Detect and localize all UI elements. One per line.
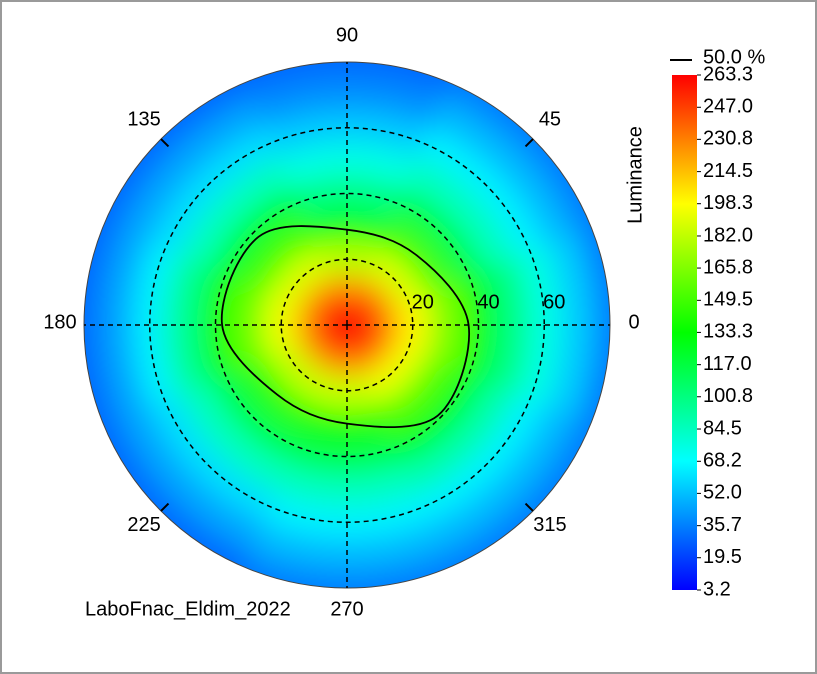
colorbar-tick-label: 19.5 (703, 546, 742, 568)
radial-tick-label: 20 (412, 291, 434, 313)
radial-grid (214, 192, 480, 458)
polar-axes: 20 40 60 0 45 90 135 180 225 270 315 (43, 24, 639, 620)
angular-tick-label: 225 (127, 514, 160, 536)
colorbar-tick-label: 68.2 (703, 450, 742, 472)
colorbar-tick-label: 198.3 (703, 192, 753, 214)
colorbar-tick-label: 100.8 (703, 385, 753, 407)
colorbar-tick-label: 165.8 (703, 256, 753, 278)
contour-line (220, 225, 471, 429)
colorbar-tick-label: 133.3 (703, 321, 753, 343)
angular-tick (524, 138, 534, 148)
angular-tick-label: 180 (43, 311, 76, 333)
colorbar-tick-label: 263.3 (703, 63, 753, 85)
radial-grid (149, 127, 545, 523)
radial-tick-label: 60 (543, 291, 565, 313)
colorbar-tick-label: 117.0 (703, 353, 752, 375)
colorbar-tick-label: 214.5 (703, 160, 753, 182)
colorbar-tick-label: 35.7 (703, 514, 742, 536)
colorbar-ticks: 263.3 247.0 230.8 214.5 198.3 182.0 165.8 149.5… (697, 63, 753, 600)
angular-tick-label: 315 (533, 514, 566, 536)
colorbar-tick-label: 230.8 (703, 128, 753, 150)
colorbar-tick-label: 247.0 (703, 96, 753, 118)
legend-label: 50.0 % (703, 46, 765, 68)
angular-tick (160, 502, 170, 512)
colorbar-tick-label: 149.5 (703, 289, 753, 311)
angular-tick-label: 90 (336, 24, 358, 46)
angular-tick-label: 135 (127, 108, 160, 130)
angular-tick (524, 502, 534, 512)
colorbar (672, 75, 697, 590)
colorbar-tick-label: 84.5 (703, 417, 742, 439)
angular-tick-label: 0 (628, 311, 639, 333)
colorbar-tick-label: 52.0 (703, 482, 742, 504)
colorbar-label: Luminance (624, 126, 646, 224)
footer: LaboFnac_Eldim_2022 (85, 598, 291, 620)
colorbar-tick-label: 3.2 (703, 578, 731, 600)
angular-tick (160, 138, 170, 148)
angular-tick-label: 45 (539, 108, 561, 130)
radial-tick-label: 40 (477, 291, 499, 313)
angular-tick-label: 270 (330, 598, 363, 620)
colorbar-tick-label: 182.0 (703, 224, 753, 246)
